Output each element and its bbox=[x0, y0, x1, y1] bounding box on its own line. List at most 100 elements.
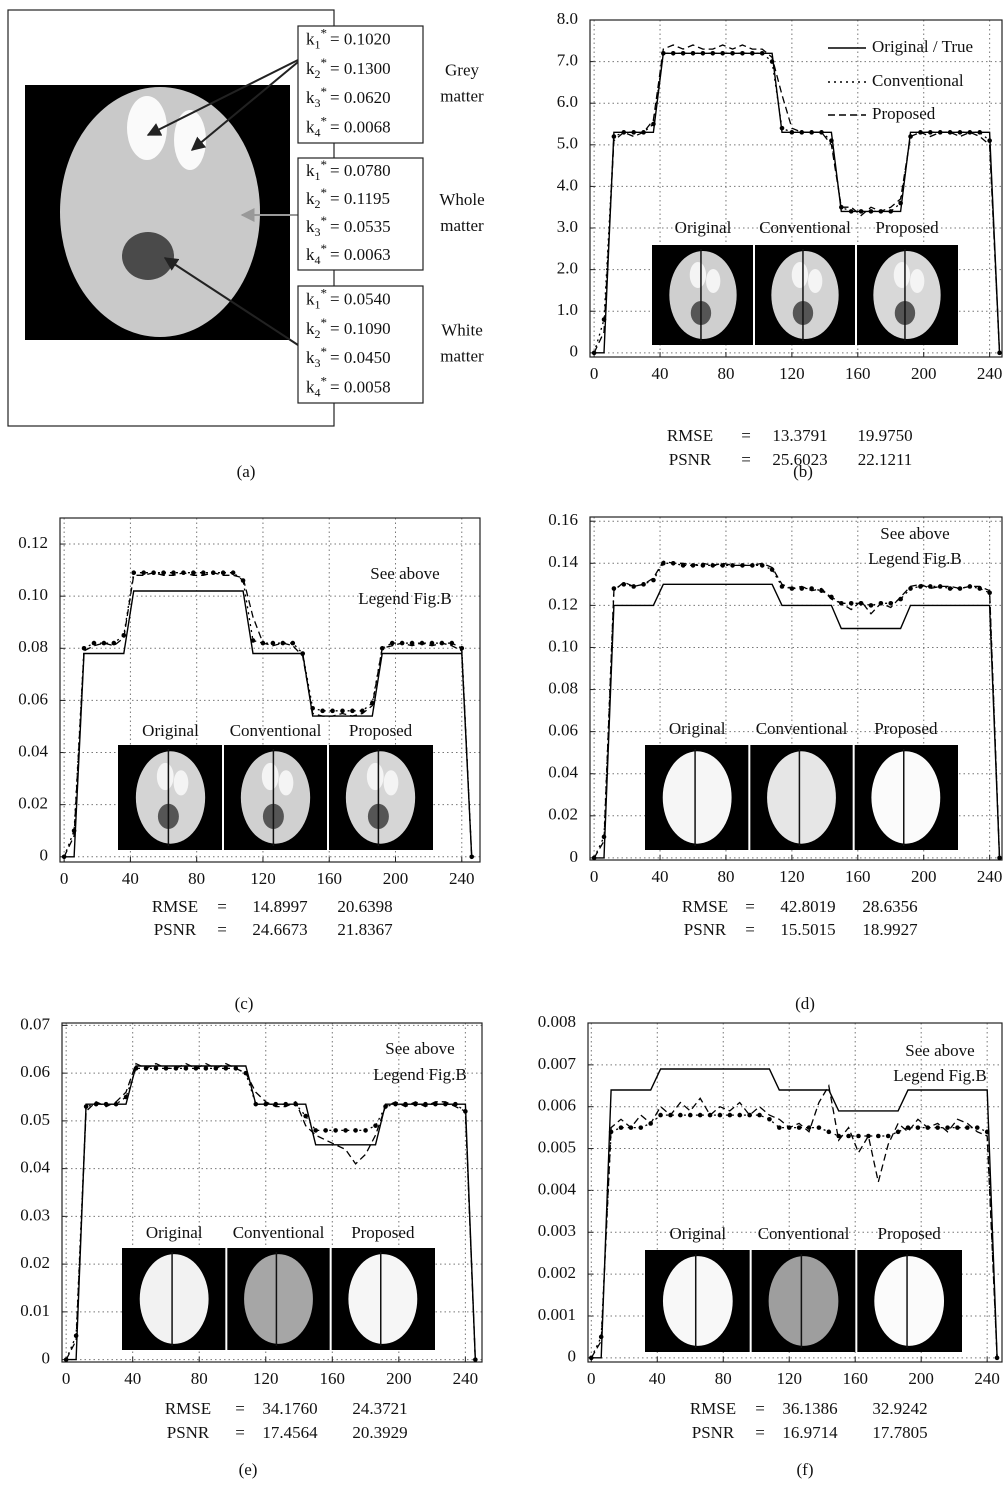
series-marker bbox=[967, 130, 973, 135]
series-marker bbox=[987, 138, 992, 143]
series-marker bbox=[353, 1128, 358, 1133]
series-marker bbox=[905, 1125, 911, 1130]
metric-value: 34.1760 bbox=[262, 1399, 317, 1418]
legend-label: Original / True bbox=[872, 37, 973, 56]
superscript: * bbox=[321, 185, 328, 200]
inset-label: Proposed bbox=[349, 721, 413, 740]
inset-region bbox=[791, 262, 809, 288]
inset-region bbox=[910, 269, 925, 293]
series-marker bbox=[868, 209, 874, 214]
series-marker bbox=[757, 1112, 762, 1118]
y-tick-label: 0.007 bbox=[538, 1054, 577, 1073]
inset-label: Proposed bbox=[351, 1223, 415, 1242]
inset-label: Original bbox=[670, 1224, 727, 1243]
metric-sign: = bbox=[741, 426, 751, 445]
inset-phantom bbox=[662, 751, 732, 844]
series-marker bbox=[133, 1066, 139, 1071]
metric-value: 24.6673 bbox=[252, 920, 307, 939]
y-tick-label: 0.02 bbox=[18, 794, 48, 813]
inset-region bbox=[261, 762, 279, 791]
series-marker bbox=[908, 586, 913, 591]
series-marker bbox=[826, 1129, 832, 1135]
metric-sign: = bbox=[217, 920, 227, 939]
value: = 0.1195 bbox=[330, 189, 390, 208]
parameter-line: k4* = 0.0068 bbox=[306, 113, 391, 139]
symbol: k bbox=[306, 88, 315, 107]
annotation: See above bbox=[880, 524, 949, 543]
plot-frame bbox=[61, 1022, 483, 1363]
inset-label: Conventional bbox=[758, 1224, 850, 1243]
series-marker bbox=[473, 1357, 478, 1362]
superscript: * bbox=[321, 26, 328, 41]
y-tick-label: 0.002 bbox=[538, 1263, 576, 1282]
series-marker bbox=[63, 1357, 69, 1362]
superscript: * bbox=[321, 157, 328, 172]
inset-label: Proposed bbox=[874, 719, 938, 738]
series-marker bbox=[313, 1128, 318, 1133]
series-marker bbox=[915, 1125, 921, 1130]
series-marker bbox=[131, 570, 137, 576]
metric-name: RMSE bbox=[152, 897, 198, 916]
x-tick-label: 160 bbox=[842, 1369, 868, 1388]
inset-region bbox=[689, 262, 707, 288]
symbol: k bbox=[306, 348, 315, 367]
y-tick-label: 0.06 bbox=[20, 1062, 50, 1081]
series-marker bbox=[779, 125, 785, 131]
series-marker bbox=[161, 570, 166, 576]
x-tick-label: 120 bbox=[779, 867, 805, 886]
y-tick-label: 0.04 bbox=[18, 741, 48, 760]
x-tick-label: 40 bbox=[122, 869, 139, 888]
subscript: 3 bbox=[315, 225, 321, 239]
series-marker bbox=[429, 640, 435, 646]
inset-region bbox=[156, 762, 174, 791]
tissue-label: Whole bbox=[439, 190, 484, 209]
x-tick-label: 120 bbox=[776, 1369, 802, 1388]
metric-value: 14.8997 bbox=[252, 897, 308, 916]
y-tick-label: 0.001 bbox=[538, 1305, 576, 1324]
inset-phantom bbox=[244, 1254, 313, 1344]
y-tick-label: 0.12 bbox=[548, 594, 578, 613]
series-marker bbox=[700, 50, 706, 56]
parameter-line: k4* = 0.0063 bbox=[306, 241, 391, 267]
caption: (e) bbox=[239, 1460, 258, 1479]
x-tick-label: 0 bbox=[590, 867, 599, 886]
series-marker bbox=[769, 59, 775, 64]
x-tick-label: 120 bbox=[779, 364, 805, 383]
series-marker bbox=[868, 603, 874, 608]
symbol: k bbox=[306, 377, 315, 396]
y-tick-label: 3.0 bbox=[557, 217, 578, 236]
series-marker bbox=[101, 640, 107, 646]
series-line bbox=[65, 1062, 476, 1360]
x-tick-label: 240 bbox=[453, 1369, 479, 1388]
metric-sign: = bbox=[745, 897, 755, 916]
chart: 8.0 7.0 6.0 5.0 4.0 3.0 2.0 1.0 00 40 80 120 160 200 2… bbox=[557, 9, 1003, 481]
series-marker bbox=[957, 586, 963, 591]
series-marker bbox=[141, 570, 146, 576]
legend-label: Proposed bbox=[872, 104, 936, 123]
parameter-line: k2* = 0.1300 bbox=[306, 55, 391, 81]
inset-region bbox=[706, 269, 721, 293]
metric-name: PSNR bbox=[669, 450, 712, 469]
x-tick-label: 160 bbox=[845, 867, 871, 886]
parameter-line: k3* = 0.0535 bbox=[306, 213, 391, 239]
y-tick-label: 1.0 bbox=[557, 300, 578, 319]
series-marker bbox=[320, 708, 325, 714]
series-marker bbox=[453, 1101, 458, 1107]
inset-phantom bbox=[768, 1256, 839, 1346]
phantom-white-matter bbox=[122, 232, 174, 280]
chart: 0.008 0.007 0.006 0.005 0.004 0.003 0.002 0.001… bbox=[538, 1012, 1003, 1479]
x-tick-label: 0 bbox=[590, 364, 599, 383]
metric-value: 25.6023 bbox=[772, 450, 827, 469]
y-tick-label: 0.005 bbox=[538, 1137, 576, 1156]
series-marker bbox=[819, 130, 824, 135]
series-marker bbox=[611, 134, 617, 139]
metric-value: 32.9242 bbox=[872, 1399, 927, 1418]
series-marker bbox=[730, 563, 735, 568]
metric-name: RMSE bbox=[690, 1399, 736, 1418]
superscript: * bbox=[321, 213, 328, 228]
annotation: See above bbox=[905, 1041, 974, 1060]
series-marker bbox=[153, 1066, 159, 1071]
series-marker bbox=[81, 646, 87, 651]
value: = 0.0620 bbox=[330, 88, 391, 107]
series-marker bbox=[750, 563, 755, 568]
